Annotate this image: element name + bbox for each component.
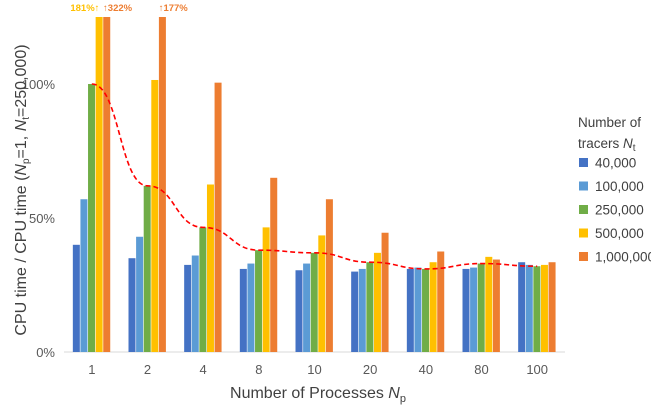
bar xyxy=(295,270,303,352)
bar xyxy=(95,17,103,352)
legend: Number of tracers Nt 40,000 100,000 250,00… xyxy=(578,115,651,265)
x-tick-label: 100 xyxy=(526,362,548,377)
bar xyxy=(239,268,247,352)
chart-bars xyxy=(72,17,556,352)
bar xyxy=(88,84,96,352)
legend-label: 1,000,000 xyxy=(595,250,651,265)
bar xyxy=(492,259,500,352)
legend-label: 100,000 xyxy=(595,179,644,194)
bar xyxy=(72,244,80,352)
bar xyxy=(518,262,526,352)
bar xyxy=(477,263,485,352)
overflow-labels: 181%↑ ↑322% ↑177% xyxy=(70,3,188,14)
x-axis-title: Number of Processes Np xyxy=(230,385,406,405)
bar xyxy=(485,256,493,352)
bar xyxy=(214,82,222,352)
bar xyxy=(358,268,366,352)
bar xyxy=(351,271,359,352)
bar xyxy=(462,268,470,352)
y-tick-label: 50% xyxy=(29,211,55,226)
bar xyxy=(247,263,255,352)
bar xyxy=(206,184,214,352)
bar xyxy=(262,227,270,352)
overflow-label: ↑177% xyxy=(159,3,189,14)
x-tick-label: 4 xyxy=(200,362,207,377)
x-tick-label: 8 xyxy=(255,362,262,377)
overflow-label: 181%↑ xyxy=(70,3,99,14)
bar xyxy=(255,250,263,352)
bar xyxy=(470,267,478,352)
bar xyxy=(143,185,151,352)
bar xyxy=(381,232,389,352)
bar xyxy=(199,227,207,352)
bar xyxy=(270,177,278,352)
legend-label: 250,000 xyxy=(595,203,644,218)
bar xyxy=(437,251,445,352)
x-tick-label: 10 xyxy=(307,362,321,377)
x-tick-label: 40 xyxy=(419,362,433,377)
bar xyxy=(548,262,556,352)
bar xyxy=(191,255,199,352)
bar xyxy=(103,17,111,352)
bar xyxy=(151,79,159,352)
bar xyxy=(325,199,333,352)
legend-swatch xyxy=(579,158,588,167)
bar xyxy=(310,252,318,352)
legend-swatch xyxy=(579,228,588,238)
legend-title-line2: tracers Nt xyxy=(578,136,636,154)
legend-title-line1: Number of xyxy=(578,115,641,130)
legend-swatch xyxy=(579,181,588,191)
x-tick-label: 2 xyxy=(144,362,151,377)
legend-swatch xyxy=(579,252,588,261)
bar xyxy=(533,266,541,352)
bar xyxy=(414,267,422,352)
bar xyxy=(303,263,311,352)
bar xyxy=(318,235,326,352)
x-tick-label: 20 xyxy=(363,362,377,377)
bar xyxy=(422,268,430,352)
bar xyxy=(373,252,381,352)
overflow-label: ↑322% xyxy=(103,3,133,14)
bar xyxy=(525,264,533,352)
trendline-path xyxy=(91,83,538,270)
bar xyxy=(429,262,437,352)
trendline xyxy=(91,83,538,270)
x-tick-label: 80 xyxy=(474,362,488,377)
bar xyxy=(366,262,374,352)
x-tick-label: 1 xyxy=(88,362,95,377)
bar xyxy=(80,199,88,352)
legend-label: 500,000 xyxy=(595,226,644,241)
y-tick-label: 100% xyxy=(22,77,56,92)
legend-swatch xyxy=(579,205,588,214)
bar xyxy=(540,264,548,352)
bar xyxy=(184,264,192,352)
y-tick-label: 0% xyxy=(36,345,55,360)
bar xyxy=(158,17,166,352)
bar xyxy=(128,258,136,352)
bar xyxy=(136,236,144,352)
bar xyxy=(406,268,414,352)
y-axis-title: CPU time / CPU time (Np=1, Nt=250,000) xyxy=(13,44,32,335)
legend-label: 40,000 xyxy=(595,156,636,171)
